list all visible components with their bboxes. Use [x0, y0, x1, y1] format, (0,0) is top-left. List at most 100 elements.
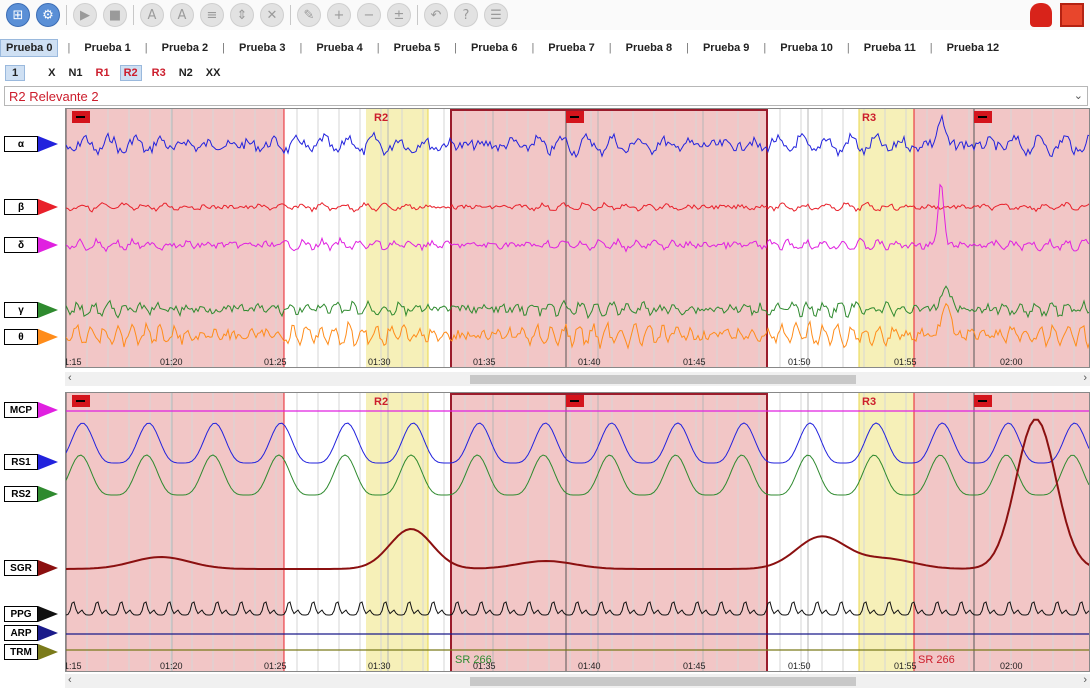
channel-label-top-2[interactable]: δ — [4, 237, 58, 253]
time-tick-label: 01:55 — [894, 661, 917, 671]
top-scroll-thumb[interactable] — [470, 375, 856, 384]
time-tick-label: 02:00 — [1000, 357, 1023, 367]
region-select[interactable]: R2 Relevante 2 ⌄ — [4, 86, 1088, 106]
eraser-icon[interactable]: ✎ — [297, 3, 321, 27]
time-tick-label: 01:20 — [160, 357, 183, 367]
event-marker-xx[interactable]: XX — [205, 66, 221, 79]
region-label: R3 — [862, 112, 876, 124]
list-icon[interactable]: ≡ — [200, 3, 224, 27]
channel-label-bottom-0[interactable]: MCP — [4, 402, 58, 418]
tab-prueba-7[interactable]: Prueba 7 — [548, 42, 595, 54]
region-select-value: R2 Relevante 2 — [9, 88, 99, 104]
channel-arrow-icon — [38, 402, 58, 418]
time-tick-label: 01:45 — [683, 661, 706, 671]
relevant-region — [914, 109, 1089, 367]
channel-label-bottom-3[interactable]: SGR — [4, 560, 58, 576]
scroll-right-icon[interactable]: › — [1083, 674, 1087, 686]
tab-prueba-1[interactable]: Prueba 1 — [84, 42, 131, 54]
channel-arrow-icon — [38, 454, 58, 470]
channel-arrow-icon — [38, 136, 58, 152]
event-marker-n2[interactable]: N2 — [178, 66, 193, 79]
toolbar-separator — [417, 5, 418, 25]
tab-prueba-6[interactable]: Prueba 6 — [470, 42, 518, 54]
channel-arrow-icon — [38, 199, 58, 215]
scroll-left-icon[interactable]: ‹ — [68, 674, 72, 686]
toolbar-separator — [133, 5, 134, 25]
toolbar-separator — [290, 5, 291, 25]
chevron-down-icon: ⌄ — [1073, 90, 1083, 102]
a-outline-icon[interactable]: A — [140, 3, 164, 27]
time-tick-label: 01:40 — [578, 357, 601, 367]
tree-icon[interactable]: ⊞ — [6, 3, 30, 27]
head-icon[interactable] — [1030, 3, 1052, 27]
channel-arrow-icon — [38, 486, 58, 502]
stop-icon[interactable]: ■ — [103, 3, 127, 27]
event-annotation: SR 266 — [918, 654, 955, 666]
plus-icon[interactable]: + — [327, 3, 351, 27]
event-marker-r1[interactable]: R1 — [95, 66, 110, 79]
channel-label-top-1[interactable]: β — [4, 199, 58, 215]
tab-prueba-11[interactable]: Prueba 11 — [863, 42, 916, 54]
tab-prueba-4[interactable]: Prueba 4 — [316, 42, 363, 54]
play-icon[interactable]: ▶ — [73, 3, 97, 27]
channel-label-top-3[interactable]: γ — [4, 302, 58, 318]
top-signal-panel[interactable]: R2 R3 1:15 01:20 01:25 01:30 01:35 01:40 01:45 01… — [65, 108, 1090, 368]
signal-trace — [66, 285, 1089, 320]
channel-label-bottom-1[interactable]: RS1 — [4, 454, 58, 470]
tab-prueba-3[interactable]: Prueba 3 — [238, 42, 286, 54]
plusminus-icon[interactable]: ± — [387, 3, 411, 27]
tab-prueba-10[interactable]: Prueba 10 — [780, 42, 833, 54]
layout-icon[interactable] — [1060, 3, 1084, 27]
tab-separator: | — [454, 42, 457, 54]
region-label: R2 — [374, 112, 388, 124]
tab-prueba-0[interactable]: Prueba 0 — [0, 39, 59, 57]
tab-separator: | — [144, 42, 148, 54]
channel-arrow-icon — [38, 302, 58, 318]
channel-label-text: β — [4, 199, 38, 215]
relevant-region — [914, 393, 1089, 671]
event-marker-r2[interactable]: R2 — [119, 64, 142, 81]
rs2-trace — [66, 454, 1089, 496]
bottom-signal-panel[interactable]: R2 R3 1:15 01:20 01:25 01:30 01:35 01:40 01:45 01… — [65, 392, 1090, 672]
tab-prueba-9[interactable]: Prueba 9 — [702, 42, 750, 54]
channel-label-bottom-4[interactable]: PPG — [4, 606, 58, 622]
expand-icon[interactable]: ⇕ — [230, 3, 254, 27]
time-tick-label: 01:35 — [473, 357, 496, 367]
scroll-left-icon[interactable]: ‹ — [68, 372, 72, 384]
bottom-scroll-thumb[interactable] — [470, 677, 856, 686]
minus-icon[interactable]: − — [357, 3, 381, 27]
channel-arrow-icon — [38, 644, 58, 660]
relevant-region — [66, 109, 284, 367]
notes-icon[interactable]: ☰ — [484, 3, 508, 27]
tab-prueba-2[interactable]: Prueba 2 — [161, 42, 209, 54]
channel-label-top-4[interactable]: θ — [4, 329, 58, 345]
channel-label-bottom-5[interactable]: ARP — [4, 625, 58, 641]
page-number[interactable]: 1 — [5, 64, 26, 81]
time-tick-label: 01:25 — [264, 661, 287, 671]
relevant-region — [66, 393, 284, 671]
region-label: R3 — [862, 396, 876, 408]
channel-label-text: RS2 — [4, 486, 38, 502]
tab-prueba-8[interactable]: Prueba 8 — [625, 42, 673, 54]
clear-icon[interactable]: ✕ — [260, 3, 284, 27]
tab-prueba-5[interactable]: Prueba 5 — [393, 42, 441, 54]
event-marker-x[interactable]: X — [48, 66, 56, 79]
event-marker-r3[interactable]: R3 — [151, 66, 166, 79]
bottom-scrollbar[interactable]: ‹ › — [65, 674, 1090, 688]
event-markers-row: 1 X N1 R1 R2 R3 N2 XX — [5, 64, 223, 81]
gear-icon[interactable]: ⚙ — [36, 3, 60, 27]
help-icon[interactable]: ? — [454, 3, 478, 27]
time-tick-label: 01:50 — [788, 357, 811, 367]
channel-label-bottom-2[interactable]: RS2 — [4, 486, 58, 502]
channel-label-bottom-6[interactable]: TRM — [4, 644, 58, 660]
a-filled-icon[interactable]: A — [170, 3, 194, 27]
top-scrollbar[interactable]: ‹ › — [65, 372, 1090, 386]
event-marker-n1[interactable]: N1 — [68, 66, 83, 79]
undo-icon[interactable]: ↶ — [424, 3, 448, 27]
channel-label-top-0[interactable]: α — [4, 136, 58, 152]
tab-prueba-12[interactable]: Prueba 12 — [946, 42, 1000, 54]
scroll-right-icon[interactable]: › — [1083, 372, 1087, 384]
channel-label-text: PPG — [4, 606, 38, 622]
tab-separator: | — [608, 42, 612, 54]
tab-separator: | — [531, 42, 535, 54]
